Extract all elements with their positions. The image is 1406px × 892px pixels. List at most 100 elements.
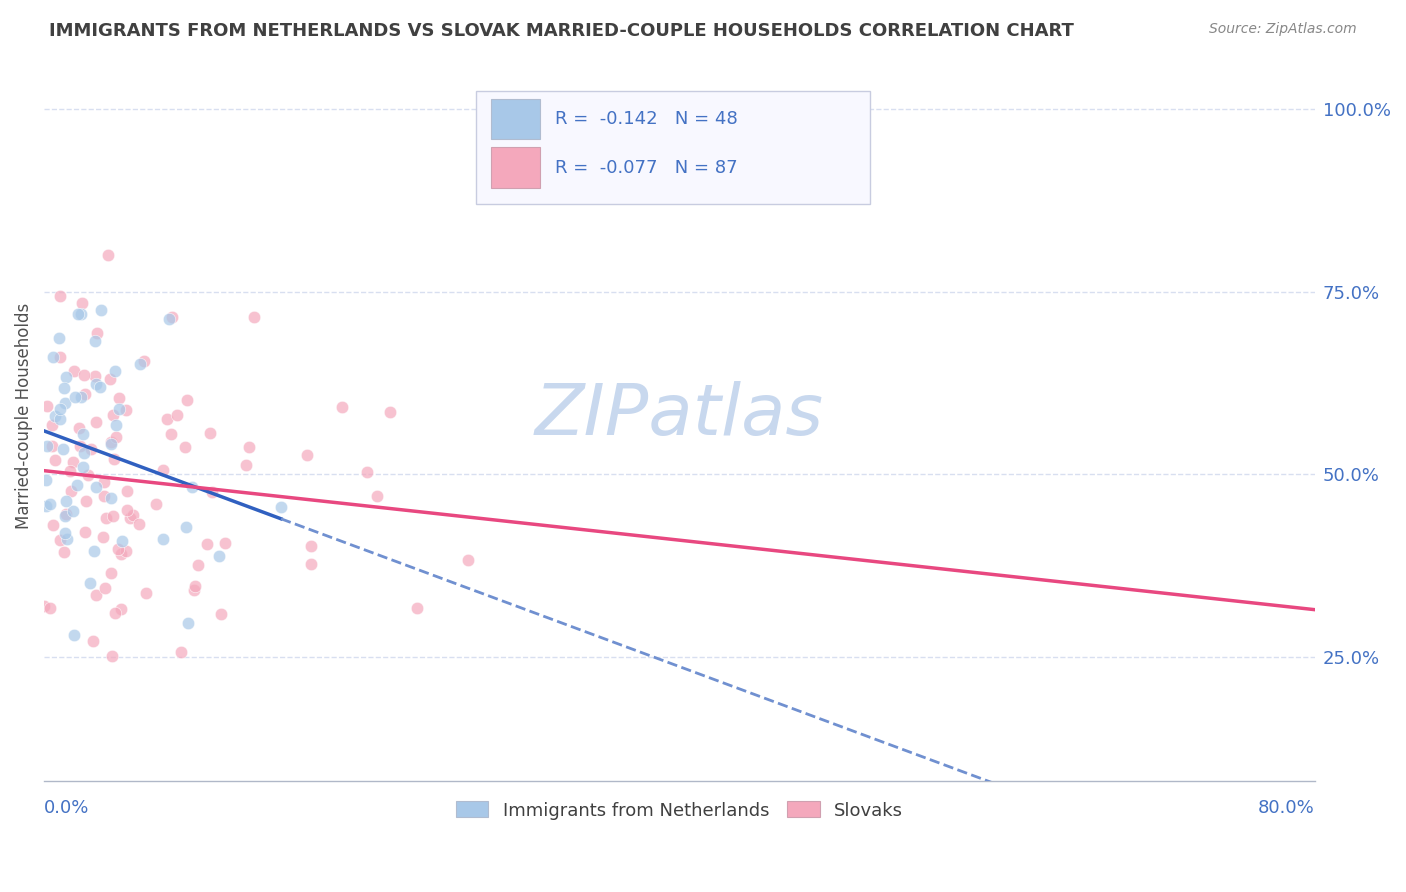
Point [42,518,65,533]
Point [75,525,97,540]
Point [152,532,174,546]
Point [235,458,257,473]
Point [58,464,80,478]
FancyBboxPatch shape [491,98,540,138]
Point [41,439,63,453]
Point [84,480,107,494]
Text: IMMIGRANTS FROM NETHERLANDS VS SLOVAK MARRIED-COUPLE HOUSEHOLDS CORRELATION CHAR: IMMIGRANTS FROM NETHERLANDS VS SLOVAK MA… [49,22,1074,40]
Point [72,459,94,474]
Point [49,533,72,547]
Point [65,390,87,404]
Y-axis label: Married-couple Households: Married-couple Households [15,302,32,529]
Text: 0.0%: 0.0% [44,799,90,817]
Point [69,438,91,452]
Point [405,600,427,615]
Point [83,543,105,558]
Point [174,440,197,454]
Point [238,441,260,455]
Point [108,391,131,405]
Text: Source: ZipAtlas.com: Source: ZipAtlas.com [1209,22,1357,37]
Point [174,519,197,533]
Point [111,533,134,548]
Point [129,357,152,371]
Point [201,485,224,500]
Point [209,607,232,621]
Point [159,426,181,441]
Point [299,539,322,553]
Point [84,588,107,602]
Point [107,541,129,556]
Text: R =  -0.142   N = 48: R = -0.142 N = 48 [555,110,738,128]
Point [100,566,122,580]
Point [110,547,132,561]
Point [59,484,82,499]
Point [48,350,70,364]
Point [91,530,114,544]
Point [53,525,76,540]
Point [104,417,127,432]
Point [62,504,84,518]
Point [62,455,84,469]
Point [100,436,122,450]
Point [457,553,479,567]
Point [44,409,66,424]
Point [121,508,143,522]
Point [243,310,266,324]
Point [63,628,86,642]
Point [132,354,155,368]
Point [55,507,77,521]
Point [53,508,76,523]
Point [67,307,90,321]
Point [160,310,183,325]
Point [120,511,142,525]
Point [49,289,72,303]
Point [37,439,59,453]
Point [115,402,138,417]
Point [366,489,388,503]
Point [48,331,70,345]
Point [70,307,93,321]
Point [135,586,157,600]
Point [73,368,96,383]
FancyBboxPatch shape [491,147,540,187]
Point [89,380,111,394]
Point [75,387,97,401]
Point [35,474,58,488]
Point [115,484,138,499]
Point [93,489,115,503]
Point [93,475,115,489]
Point [84,415,107,429]
Point [52,442,75,456]
Point [49,412,72,426]
Point [208,549,231,563]
Point [39,497,62,511]
Point [63,364,86,378]
Point [181,480,204,494]
Point [100,491,122,506]
Point [115,544,138,558]
Point [378,405,401,419]
Point [79,576,101,591]
Point [86,326,108,340]
Point [330,401,353,415]
Point [55,369,77,384]
Point [49,401,72,416]
Point [299,557,322,571]
Point [70,295,93,310]
Point [32,599,55,613]
Point [152,463,174,477]
Point [166,408,188,422]
Point [34,499,56,513]
Point [73,446,96,460]
Point [157,311,180,326]
Point [53,545,76,559]
Point [101,509,124,524]
Point [76,468,98,483]
Point [97,248,120,262]
Point [55,494,77,508]
Text: 80.0%: 80.0% [1258,799,1315,817]
Point [90,302,112,317]
Point [39,601,62,615]
Point [56,532,79,546]
Point [115,503,138,517]
